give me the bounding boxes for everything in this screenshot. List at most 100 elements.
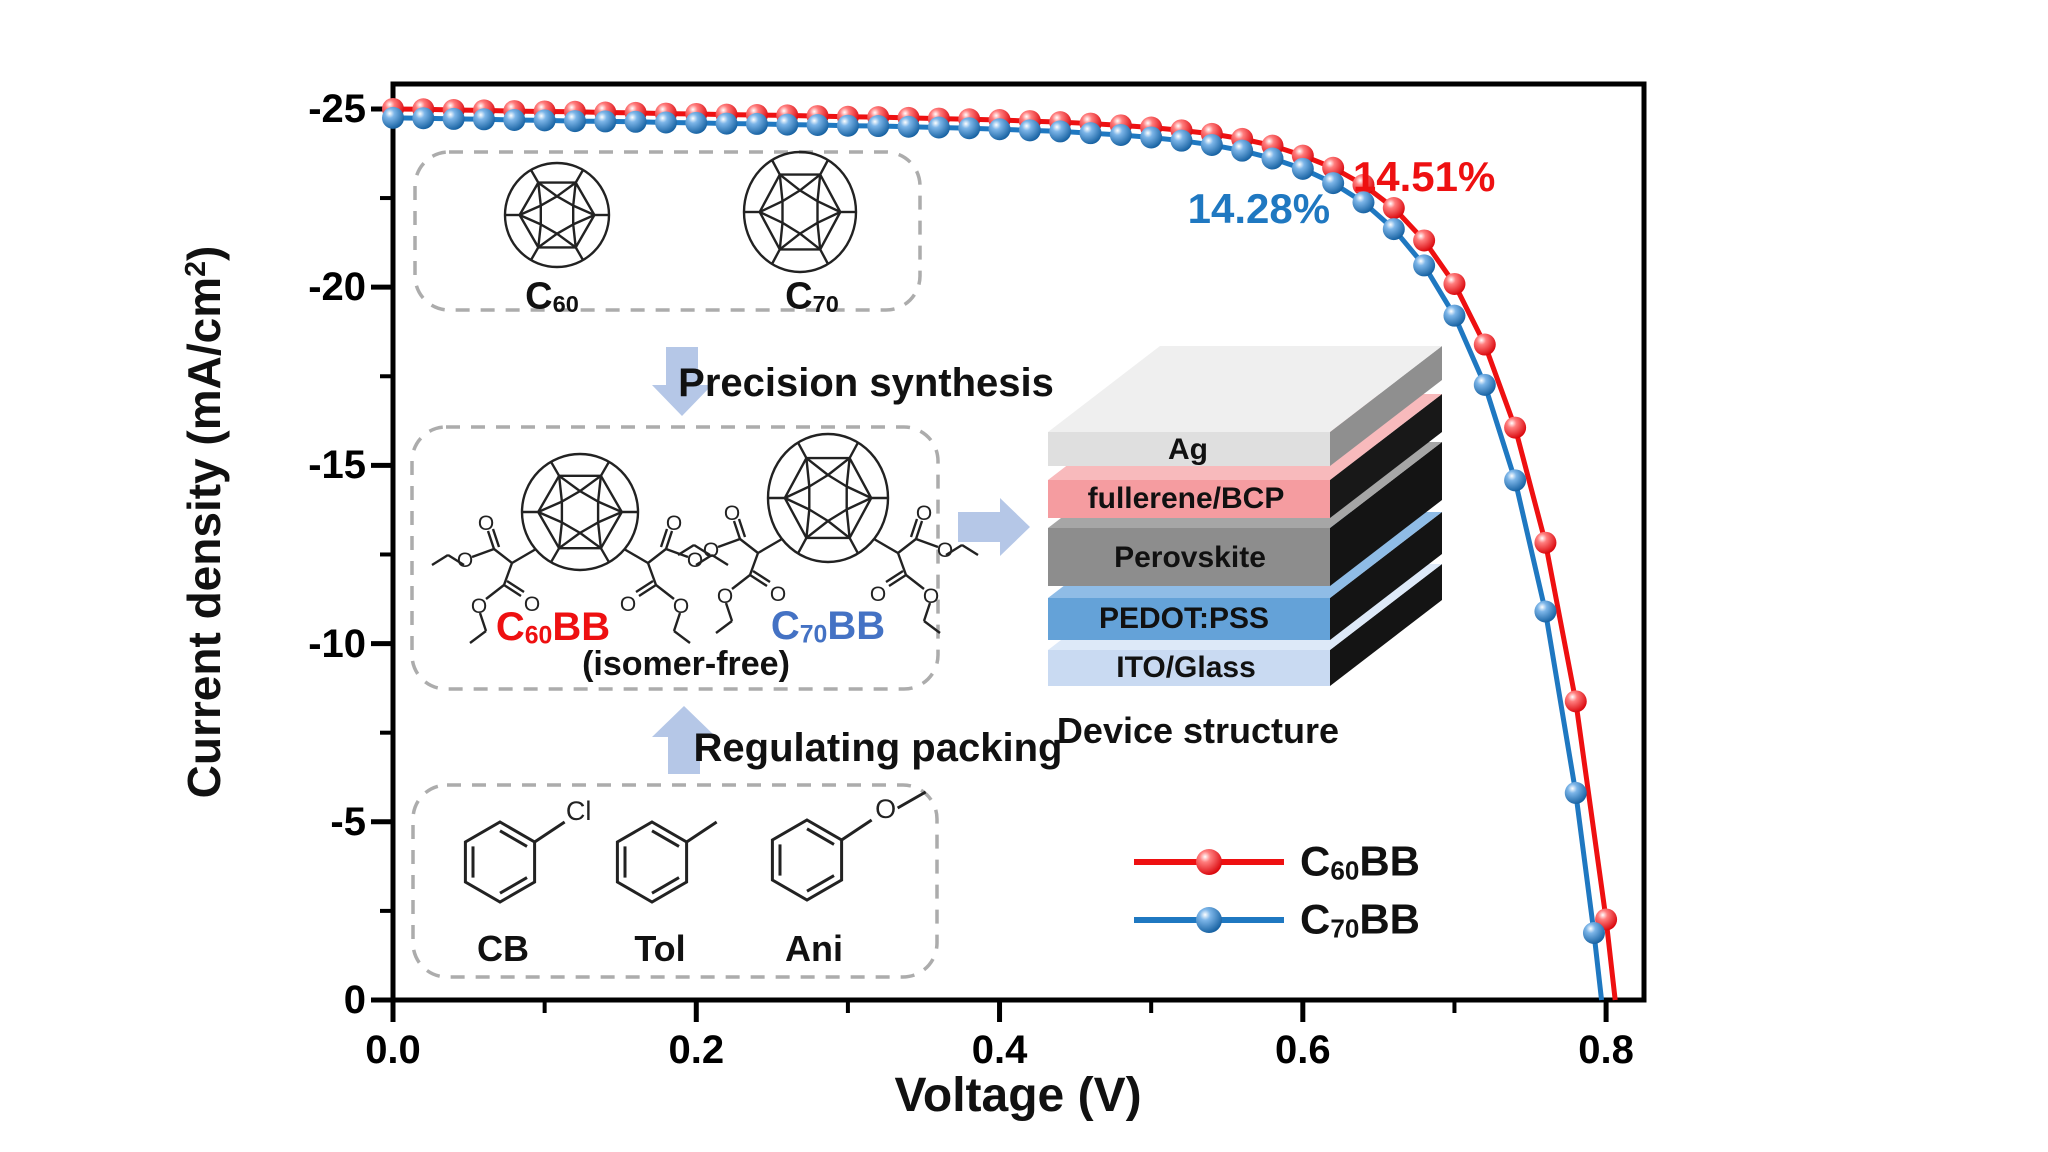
label-c70bb: C70BB (771, 606, 885, 648)
data-point-marker-c60bb (1382, 197, 1405, 220)
y-axis-title-close: ) (178, 245, 230, 262)
plot-frame-and-ticks (371, 81, 1647, 1022)
data-point-marker-c70bb (1170, 129, 1193, 152)
data-point-marker-c60bb (1322, 156, 1345, 179)
legend-c70bb-sub: 70 (1330, 913, 1360, 944)
label-c60-pre: C (525, 275, 553, 318)
substituent-atom-label: O (875, 794, 896, 824)
layer-front-face (1048, 650, 1330, 686)
x-tick-label: 0.8 (1578, 1028, 1634, 1072)
label-c70-pre: C (785, 275, 813, 318)
layer-front-face (1048, 432, 1330, 466)
data-point-marker-c60bb (1443, 272, 1466, 295)
oxygen-atom-label: O (717, 585, 733, 608)
label-isomer-free: (isomer-free) (582, 645, 790, 683)
legend-marker (1196, 907, 1222, 933)
layer-front-face (1048, 598, 1330, 640)
legend-c60bb-pre: C (1300, 837, 1331, 885)
data-point-marker-c70bb (1564, 781, 1587, 804)
device-structure-caption: Device structure (1056, 710, 1340, 751)
label-c60bb-sub: 60 (524, 622, 553, 650)
data-point-marker-c70bb (1261, 147, 1284, 170)
y-tick-label: -10 (308, 621, 366, 666)
inset-dashed-boxes (410, 150, 940, 979)
dashed-box-fullerenes (413, 150, 922, 312)
y-tick-label: -20 (308, 265, 366, 310)
data-point-marker-c70bb (836, 114, 859, 137)
y-axis-title-sup: 2 (180, 261, 213, 277)
oxygen-atom-label: O (923, 585, 939, 608)
data-point-marker-c60bb (1473, 333, 1496, 356)
data-point-marker-c70bb (958, 117, 981, 140)
label-c60-sub: 60 (552, 290, 579, 317)
label-regulating-packing: Regulating packing (693, 726, 1063, 770)
data-point-marker-c70bb (1413, 254, 1436, 277)
legend-c60bb-sub: 60 (1330, 855, 1360, 886)
data-point-marker-c70bb (1443, 304, 1466, 327)
y-tick-label: -5 (330, 799, 366, 844)
layer-label-fullerene-bcp: fullerene/BCP (1087, 482, 1285, 515)
label-c60: C60 (525, 278, 579, 317)
oxygen-atom-label: O (471, 595, 487, 618)
oxygen-atom-label: O (770, 583, 786, 606)
layer-side-face (1330, 346, 1442, 466)
x-tick-label: 0.2 (668, 1028, 725, 1072)
oxygen-atom-label: O (870, 583, 886, 606)
oxygen-atom-label: O (687, 549, 703, 572)
oxygen-atom-label: O (673, 595, 689, 618)
data-point-marker-c70bb (1018, 119, 1041, 142)
layer-side-face (1330, 564, 1442, 686)
data-point-marker-c70bb (1504, 469, 1527, 492)
plot-frame (390, 81, 1647, 1003)
data-point-marker-c70bb (685, 111, 708, 134)
y-tick-label: -25 (308, 86, 366, 131)
label-c60bb-pre: C (495, 604, 525, 649)
label-c70bb-sub: 70 (799, 621, 828, 649)
data-point-marker-c70bb (654, 111, 677, 134)
data-point-marker-c70bb (1079, 122, 1102, 145)
label-cb: CB (477, 928, 529, 969)
layer-side-face (1330, 394, 1442, 518)
oxygen-atom-label: O (724, 502, 740, 525)
layer-side-face (1330, 512, 1442, 640)
legend-marker (1196, 849, 1222, 875)
arrow-down-icon (652, 347, 712, 416)
y-tick-label: -15 (308, 443, 366, 488)
legend-c70bb-post: BB (1359, 895, 1420, 943)
efficiency-label-c70bb: 14.28% (1187, 184, 1331, 232)
arrow-right-icon (958, 498, 1030, 556)
x-tick-label: 0.0 (365, 1028, 421, 1072)
data-point-marker-c70bb (745, 112, 768, 135)
data-point-marker-c70bb (624, 110, 647, 133)
oxygen-atom-label: O (524, 593, 540, 616)
oxygen-atom-label: O (457, 549, 473, 572)
data-point-marker-c70bb (1109, 123, 1132, 146)
data-point-marker-c70bb (1140, 126, 1163, 149)
label-ani: Ani (785, 928, 843, 969)
layer-label-perovskite: Perovskite (1114, 541, 1266, 574)
legend-glyphs (1134, 849, 1284, 933)
oxygen-atom-label: O (916, 502, 932, 525)
data-point-marker-c70bb (1534, 600, 1557, 623)
data-point-marker-c70bb (563, 110, 586, 133)
arrow-up-icon (652, 706, 716, 774)
oxygen-atom-label: O (937, 539, 953, 562)
data-point-marker-c70bb (1352, 191, 1375, 214)
data-point-marker-c70bb (897, 115, 920, 138)
layer-front-face (1048, 528, 1330, 586)
legend-label-c70bb: C70BB (1300, 895, 1420, 944)
data-point-marker-c60bb (1352, 173, 1375, 196)
oxygen-atom-label: O (666, 512, 682, 535)
data-point-marker-c70bb (382, 106, 404, 129)
dashed-box-derivatives (410, 425, 940, 691)
data-point-marker-c70bb (503, 108, 526, 131)
data-point-marker-c60bb (1534, 531, 1557, 554)
device-stack-drawing (1048, 346, 1442, 686)
data-point-marker-c70bb (715, 112, 738, 135)
layer-side-face (1330, 442, 1442, 586)
data-point-marker-c70bb (442, 107, 465, 130)
data-point-marker-c70bb (867, 115, 890, 138)
